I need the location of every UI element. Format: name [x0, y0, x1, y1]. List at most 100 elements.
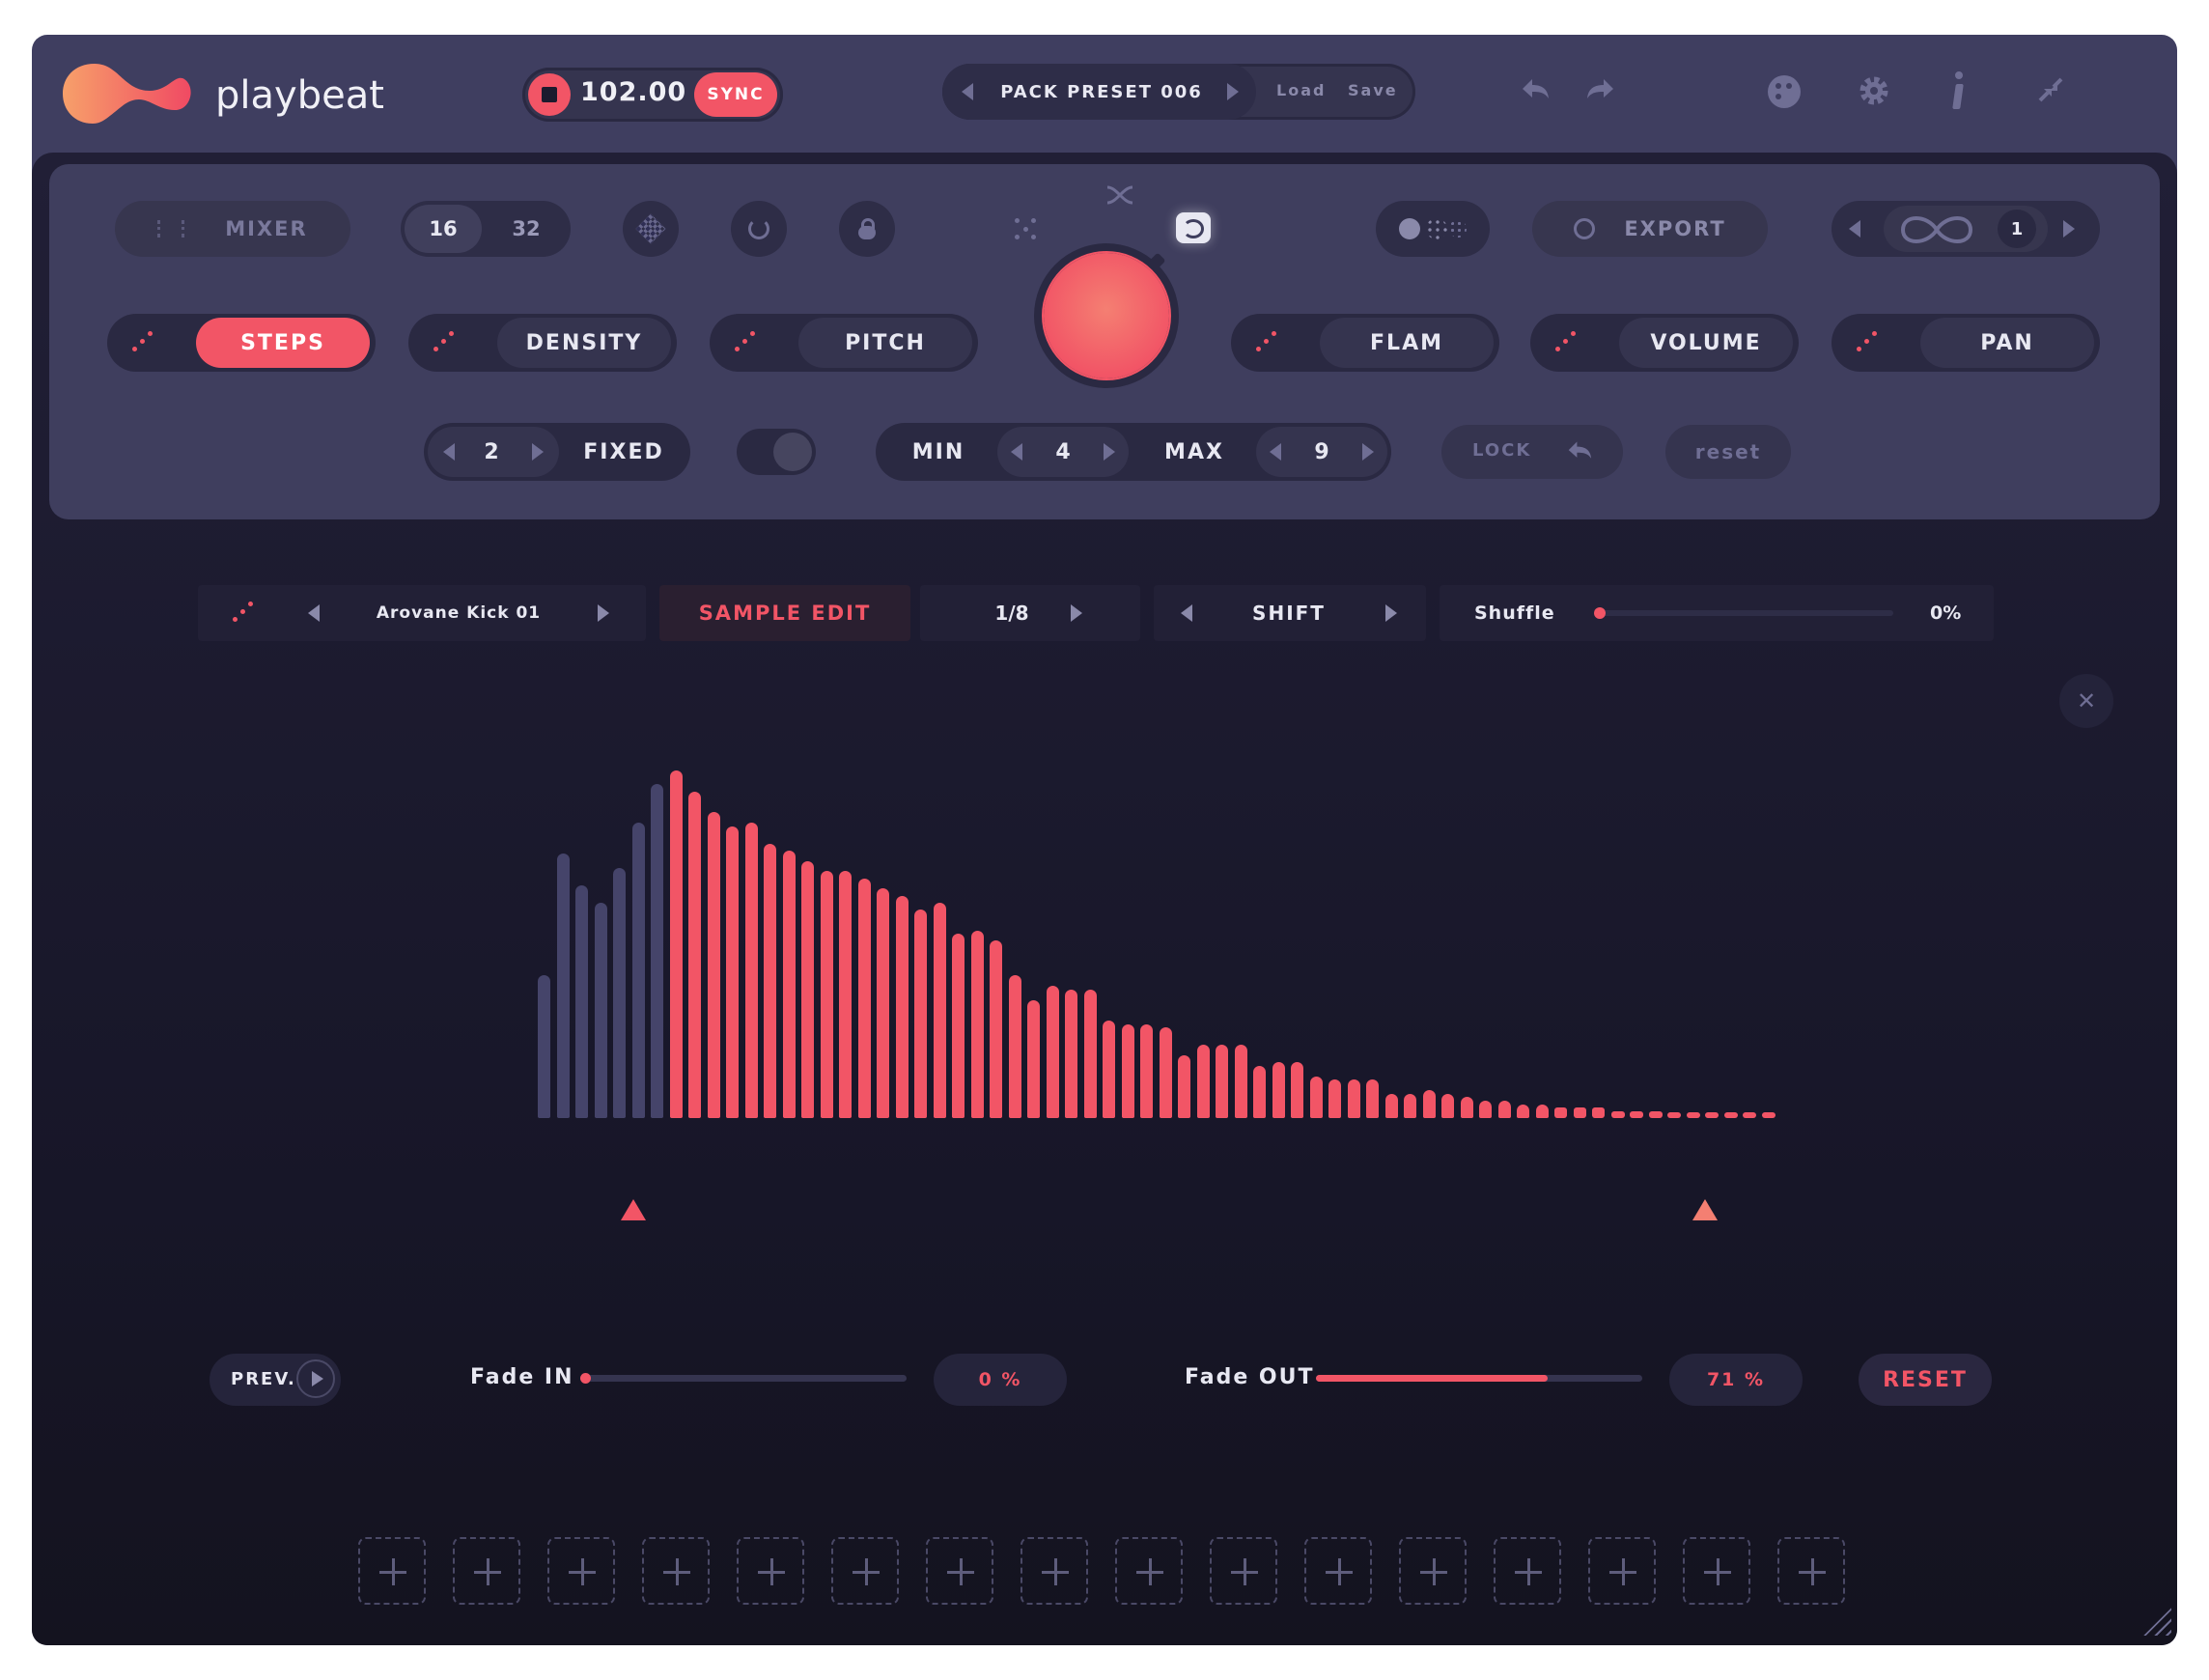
cycle-mode-icon[interactable] [1176, 212, 1211, 243]
undo-icon[interactable] [1519, 75, 1552, 108]
tab-steps[interactable]: STEPS [107, 314, 376, 372]
save-button[interactable]: Save [1348, 81, 1398, 99]
min-increment-icon[interactable] [1104, 443, 1115, 461]
add-sample-slot[interactable] [1494, 1537, 1561, 1605]
scatter-icon[interactable] [1015, 218, 1038, 241]
loop-next-icon[interactable] [2063, 220, 2075, 238]
max-increment-icon[interactable] [1362, 443, 1374, 461]
add-sample-slot[interactable] [1399, 1537, 1467, 1605]
add-sample-slot[interactable] [1683, 1537, 1750, 1605]
preview-button[interactable]: PREV. [210, 1354, 341, 1406]
waveform-bar [1592, 1107, 1605, 1118]
add-sample-slot[interactable] [1021, 1537, 1088, 1605]
reset-pattern-button[interactable] [731, 201, 787, 257]
sample-edit-button[interactable]: SAMPLE EDIT [659, 585, 910, 641]
tempo-value[interactable]: 102.00 [580, 77, 687, 107]
palette-icon[interactable] [1768, 75, 1801, 108]
play-icon [296, 1359, 335, 1398]
waveform-bar [990, 940, 1002, 1118]
add-sample-slot[interactable] [1588, 1537, 1656, 1605]
waveform-display[interactable] [505, 770, 1776, 1118]
waveform-bar [538, 975, 550, 1118]
stop-button[interactable] [528, 73, 571, 116]
mixer-button[interactable]: MIXER [115, 201, 350, 257]
fixed-label[interactable]: FIXED [583, 439, 664, 464]
length-16-button[interactable]: 16 [405, 205, 482, 253]
length-32-button[interactable]: 32 [512, 217, 541, 240]
fade-in-thumb[interactable] [580, 1373, 591, 1384]
lock-pattern-button[interactable] [839, 201, 895, 257]
add-sample-slot[interactable] [1777, 1537, 1845, 1605]
sync-button[interactable]: SYNC [694, 72, 777, 117]
tab-flam[interactable]: FLAM [1231, 314, 1499, 372]
fade-out-label: Fade OUT [1185, 1365, 1315, 1389]
loop-prev-icon[interactable] [1849, 220, 1860, 238]
sample-next-icon[interactable] [598, 604, 609, 622]
close-button[interactable]: ✕ [2059, 674, 2113, 728]
add-sample-slot[interactable] [1210, 1537, 1277, 1605]
fade-reset-button[interactable]: RESET [1859, 1354, 1992, 1406]
division-next-icon[interactable] [1071, 604, 1082, 622]
waveform-bar [688, 791, 701, 1118]
fade-out-slider[interactable] [1316, 1375, 1642, 1382]
min-value[interactable]: 4 [1055, 439, 1071, 464]
preset-name[interactable]: PACK PRESET 006 [1000, 81, 1203, 102]
shuffle-slider-thumb[interactable] [1594, 607, 1606, 619]
shift-right-icon[interactable] [1385, 604, 1397, 622]
collapse-icon[interactable] [2036, 75, 2065, 108]
division-value[interactable]: 1/8 [994, 602, 1029, 625]
max-decrement-icon[interactable] [1270, 443, 1281, 461]
add-sample-slot[interactable] [1115, 1537, 1183, 1605]
fade-out-value[interactable]: 71 % [1669, 1354, 1803, 1406]
shift-selector: SHIFT [1154, 585, 1426, 641]
resize-handle-icon[interactable] [2142, 1607, 2171, 1636]
tab-density-label: DENSITY [497, 318, 671, 368]
end-marker-icon[interactable] [1692, 1199, 1718, 1220]
range-toggle[interactable] [737, 429, 816, 475]
load-button[interactable]: Load [1276, 81, 1327, 99]
redo-icon[interactable] [1584, 75, 1617, 108]
lock-button[interactable]: LOCK [1441, 425, 1623, 479]
info-icon[interactable] [1951, 71, 1965, 110]
steps-value[interactable]: 2 [484, 439, 499, 464]
add-sample-slot[interactable] [453, 1537, 520, 1605]
start-marker-icon[interactable] [621, 1199, 646, 1220]
fade-in-slider[interactable] [580, 1373, 907, 1384]
steps-decrement-icon[interactable] [443, 443, 455, 461]
add-sample-slot[interactable] [1304, 1537, 1372, 1605]
fade-in-value[interactable]: 0 % [934, 1354, 1067, 1406]
shuffle-slider[interactable] [1594, 607, 1893, 619]
add-sample-slot[interactable] [926, 1537, 993, 1605]
add-sample-slot[interactable] [737, 1537, 804, 1605]
shuffle-arrows-icon[interactable] [1105, 183, 1134, 210]
export-button[interactable]: EXPORT [1532, 201, 1768, 257]
gear-icon[interactable] [1857, 73, 1891, 112]
generate-knob[interactable] [1034, 243, 1179, 388]
add-sample-slot[interactable] [547, 1537, 615, 1605]
tab-volume[interactable]: VOLUME [1530, 314, 1799, 372]
max-value[interactable]: 9 [1314, 439, 1329, 464]
tab-pan-label: PAN [1920, 318, 2094, 368]
tab-pitch-label: PITCH [798, 318, 972, 368]
tab-pitch[interactable]: PITCH [710, 314, 978, 372]
waveform-bar [764, 843, 776, 1118]
sample-name[interactable]: Arovane Kick 01 [376, 603, 542, 623]
infinity-icon [1893, 210, 1980, 253]
panel-reset-button[interactable]: reset [1665, 425, 1791, 479]
min-decrement-icon[interactable] [1011, 443, 1022, 461]
tab-density[interactable]: DENSITY [408, 314, 677, 372]
waveform-bar [669, 770, 683, 1118]
sample-prev-icon[interactable] [308, 604, 320, 622]
tab-pan[interactable]: PAN [1832, 314, 2100, 372]
preset-prev-icon[interactable] [962, 83, 973, 100]
randomize-dots-icon [1256, 331, 1279, 354]
preset-next-icon[interactable] [1227, 83, 1239, 100]
loop-count[interactable]: 1 [1998, 210, 2036, 248]
add-sample-slot[interactable] [358, 1537, 426, 1605]
add-sample-slot[interactable] [831, 1537, 899, 1605]
randomize-grid-button[interactable] [623, 201, 679, 257]
add-sample-slot[interactable] [642, 1537, 710, 1605]
probability-button[interactable] [1376, 201, 1490, 257]
shift-left-icon[interactable] [1181, 604, 1192, 622]
steps-increment-icon[interactable] [532, 443, 544, 461]
